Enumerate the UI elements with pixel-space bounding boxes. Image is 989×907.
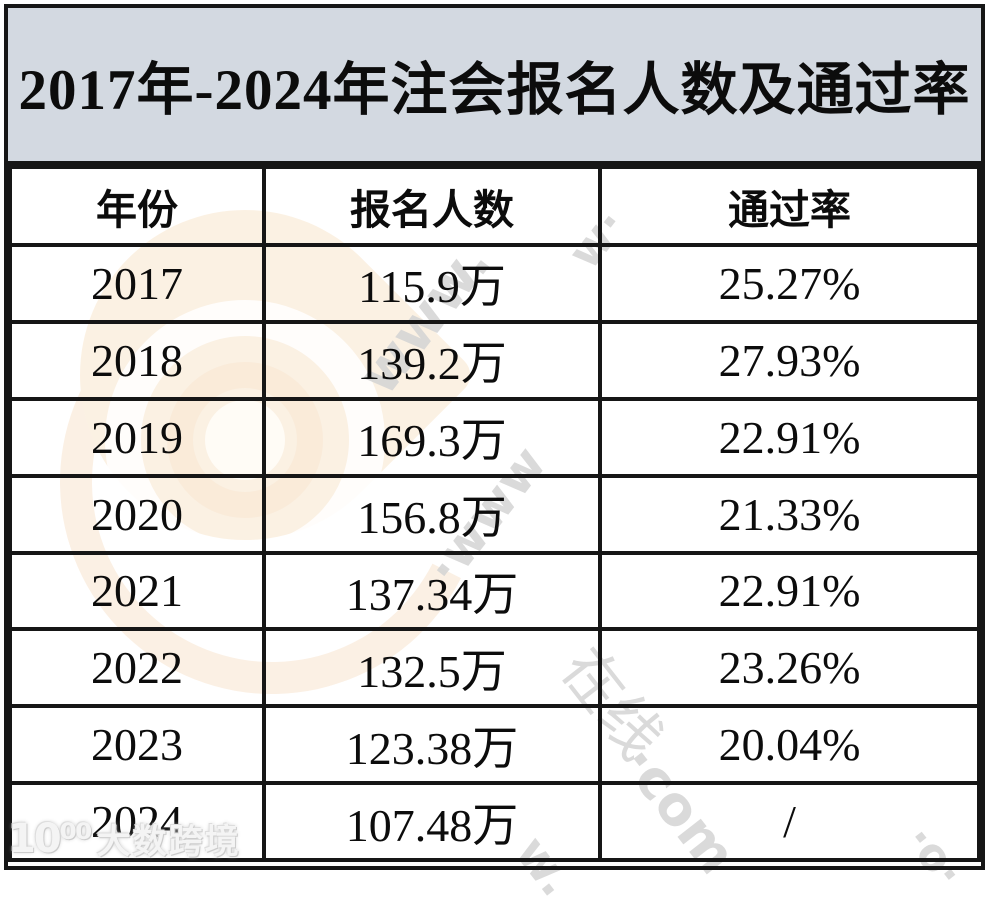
table-row: 2022 132.5万 23.26% bbox=[8, 627, 981, 709]
table-header: 年份 报名人数 通过率 bbox=[8, 165, 981, 247]
header-row: 年份 报名人数 通过率 bbox=[8, 165, 981, 247]
applicants-cell: 156.8万 bbox=[262, 473, 602, 555]
applicants-cell: 123.38万 bbox=[262, 704, 602, 786]
applicants-cell: 169.3万 bbox=[262, 396, 602, 478]
table-row: 2017 115.9万 25.27% bbox=[8, 243, 981, 324]
pass-rate-cell: 27.93% bbox=[598, 319, 981, 401]
applicants-cell: 132.5万 bbox=[262, 627, 602, 709]
year-column-header: 年份 bbox=[8, 165, 266, 247]
title-band: 2017年-2024年注会报名人数及通过率 bbox=[8, 8, 981, 165]
pass-rate-cell: 22.91% bbox=[598, 396, 981, 478]
year-cell: 2017 bbox=[8, 243, 266, 324]
applicants-cell: 139.2万 bbox=[262, 319, 602, 401]
screenshot-root: { "title": "2017年-2024年注会报名人数及通过率", "cha… bbox=[4, 4, 985, 907]
table-body: 2017 115.9万 25.27% 2018 139.2万 27.93% 2019 169.… bbox=[8, 243, 981, 862]
year-cell: 2020 bbox=[8, 473, 266, 555]
year-cell: 2022 bbox=[8, 627, 266, 709]
applicants-column-header: 报名人数 bbox=[262, 165, 602, 247]
table-row: 2021 137.34万 22.91% bbox=[8, 550, 981, 632]
cpa-stats-table: 年份 报名人数 通过率 2017 115.9万 25.27% 2018 139.2万 27… bbox=[8, 165, 981, 862]
year-cell: 2018 bbox=[8, 319, 266, 401]
year-cell: 2021 bbox=[8, 550, 266, 632]
table-row: 2023 123.38万 20.04% bbox=[8, 704, 981, 786]
table-row: 2019 169.3万 22.91% bbox=[8, 396, 981, 478]
pass-rate-cell: / bbox=[598, 781, 981, 862]
page-title: 2017年-2024年注会报名人数及通过率 bbox=[18, 58, 971, 122]
pass-rate-cell: 25.27% bbox=[598, 243, 981, 324]
table-row: 2024 107.48万 / bbox=[8, 781, 981, 862]
table-row: 2020 156.8万 21.33% bbox=[8, 473, 981, 555]
year-cell: 2024 bbox=[8, 781, 266, 862]
applicants-cell: 107.48万 bbox=[262, 781, 602, 862]
year-cell: 2023 bbox=[8, 704, 266, 786]
pass-rate-cell: 22.91% bbox=[598, 550, 981, 632]
table-frame: 2017年-2024年注会报名人数及通过率 年份 报名人数 通过率 2017 11… bbox=[4, 4, 985, 870]
applicants-cell: 115.9万 bbox=[262, 243, 602, 324]
pass-rate-cell: 20.04% bbox=[598, 704, 981, 786]
pass-rate-cell: 21.33% bbox=[598, 473, 981, 555]
year-cell: 2019 bbox=[8, 396, 266, 478]
pass-rate-cell: 23.26% bbox=[598, 627, 981, 709]
applicants-cell: 137.34万 bbox=[262, 550, 602, 632]
table-row: 2018 139.2万 27.93% bbox=[8, 319, 981, 401]
pass-rate-column-header: 通过率 bbox=[598, 165, 981, 247]
